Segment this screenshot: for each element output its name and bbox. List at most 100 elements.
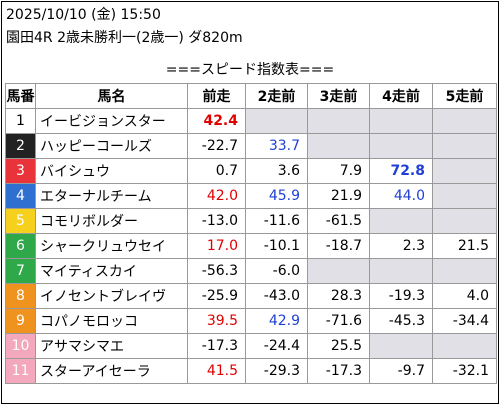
empty-index-cell — [245, 108, 308, 134]
table-row: 7 マイティスカイ -56.3 -6.0 — [5, 258, 497, 284]
speed-index-cell: -17.3 — [307, 358, 370, 384]
horse-name-cell: アサマシマエ — [35, 333, 188, 359]
empty-index-cell — [432, 108, 497, 134]
horse-name-cell: イービジョンスター — [35, 108, 188, 134]
speed-index-cell: 28.3 — [307, 283, 370, 309]
speed-index-cell: 2.3 — [369, 233, 433, 259]
speed-index-cell: -6.0 — [245, 258, 308, 284]
speed-index-cell: 33.7 — [245, 133, 308, 159]
speed-index-cell: 4.0 — [432, 283, 497, 309]
table-row: 1 イービジョンスター 42.4 — [5, 108, 497, 134]
speed-index-cell: -43.0 — [245, 283, 308, 309]
speed-index-cell: -10.1 — [245, 233, 308, 259]
horse-number-cell: 9 — [5, 308, 36, 334]
horse-number-cell: 6 — [5, 233, 36, 259]
speed-index-cell: -71.6 — [307, 308, 370, 334]
empty-index-cell — [369, 108, 433, 134]
race-title: 園田4R 2歳未勝利一(2歳一) ダ820m — [6, 30, 243, 46]
table-row: 3 バイシュウ 0.7 3.6 7.9 72.8 — [5, 158, 497, 184]
horse-number-cell: 2 — [5, 133, 36, 159]
speed-index-cell: 42.0 — [187, 183, 246, 209]
speed-index-cell: -25.9 — [187, 283, 246, 309]
empty-index-cell — [307, 133, 370, 159]
horse-number-cell: 5 — [5, 208, 36, 234]
horse-name-cell: バイシュウ — [35, 158, 188, 184]
speed-index-cell: -29.3 — [245, 358, 308, 384]
horse-name-cell: マイティスカイ — [35, 258, 188, 284]
race-datetime: 2025/10/10 (金) 15:50 — [6, 7, 161, 23]
horse-name-cell: コモリボルダー — [35, 208, 188, 234]
horse-number-cell: 11 — [5, 358, 36, 384]
horse-name-cell: シャークリュウセイ — [35, 233, 188, 259]
speed-index-cell: 41.5 — [187, 358, 246, 384]
speed-index-table: 馬番 馬名 前走 2走前 3走前 4走前 5走前 1 イービジョンスター 42.4 2… — [5, 83, 497, 384]
speed-index-cell: -45.3 — [369, 308, 433, 334]
speed-index-cell: 21.9 — [307, 183, 370, 209]
speed-index-cell: 25.5 — [307, 333, 370, 359]
horse-number-cell: 10 — [5, 333, 36, 359]
col-header-horse-name: 馬名 — [35, 83, 188, 109]
empty-index-cell — [432, 258, 497, 284]
table-row: 10 アサマシマエ -17.3 -24.4 25.5 — [5, 333, 497, 359]
speed-index-cell: 44.0 — [369, 183, 433, 209]
empty-index-cell — [432, 183, 497, 209]
speed-index-cell: 17.0 — [187, 233, 246, 259]
col-header-5-races-ago: 5走前 — [432, 83, 497, 109]
col-header-2-races-ago: 2走前 — [245, 83, 308, 109]
horse-number-cell: 1 — [5, 108, 36, 134]
horse-number-cell: 4 — [5, 183, 36, 209]
empty-index-cell — [432, 133, 497, 159]
empty-index-cell — [432, 333, 497, 359]
horse-name-cell: ハッピーコールズ — [35, 133, 188, 159]
speed-index-cell: -13.0 — [187, 208, 246, 234]
table-row: 5 コモリボルダー -13.0 -11.6 -61.5 — [5, 208, 497, 234]
speed-index-cell: -34.4 — [432, 308, 497, 334]
empty-index-cell — [307, 258, 370, 284]
empty-index-cell — [369, 333, 433, 359]
horse-name-cell: エターナルチーム — [35, 183, 188, 209]
table-row: 11 スターアイセーラ 41.5 -29.3 -17.3 -9.7 -32.1 — [5, 358, 497, 384]
speed-index-cell: 0.7 — [187, 158, 246, 184]
speed-index-cell: -19.3 — [369, 283, 433, 309]
speed-index-cell: 39.5 — [187, 308, 246, 334]
empty-index-cell — [369, 258, 433, 284]
table-row: 6 シャークリュウセイ 17.0 -10.1 -18.7 2.3 21.5 — [5, 233, 497, 259]
empty-index-cell — [307, 108, 370, 134]
horse-number-cell: 8 — [5, 283, 36, 309]
table-row: 9 コパノモロッコ 39.5 42.9 -71.6 -45.3 -34.4 — [5, 308, 497, 334]
horse-name-cell: コパノモロッコ — [35, 308, 188, 334]
empty-index-cell — [432, 158, 497, 184]
speed-index-cell: 21.5 — [432, 233, 497, 259]
speed-index-cell: -56.3 — [187, 258, 246, 284]
speed-index-cell: -32.1 — [432, 358, 497, 384]
col-header-gate-no: 馬番 — [5, 83, 36, 109]
table-row: 4 エターナルチーム 42.0 45.9 21.9 44.0 — [5, 183, 497, 209]
horse-number-cell: 7 — [5, 258, 36, 284]
speed-index-cell: -11.6 — [245, 208, 308, 234]
table-subtitle: ===スピード指数表=== — [165, 62, 335, 78]
speed-index-cell: -9.7 — [369, 358, 433, 384]
speed-index-cell: -22.7 — [187, 133, 246, 159]
empty-index-cell — [369, 133, 433, 159]
horse-number-cell: 3 — [5, 158, 36, 184]
col-header-3-races-ago: 3走前 — [307, 83, 370, 109]
speed-index-cell: -24.4 — [245, 333, 308, 359]
speed-index-cell: 3.6 — [245, 158, 308, 184]
horse-name-cell: イノセントブレイヴ — [35, 283, 188, 309]
speed-index-cell: 72.8 — [369, 158, 433, 184]
table-row: 2 ハッピーコールズ -22.7 33.7 — [5, 133, 497, 159]
speed-index-cell: 7.9 — [307, 158, 370, 184]
speed-index-cell: -18.7 — [307, 233, 370, 259]
speed-index-cell: 42.4 — [187, 108, 246, 134]
speed-index-cell: -17.3 — [187, 333, 246, 359]
horse-name-cell: スターアイセーラ — [35, 358, 188, 384]
speed-index-cell: -61.5 — [307, 208, 370, 234]
table-header-row: 馬番 馬名 前走 2走前 3走前 4走前 5走前 — [5, 83, 497, 109]
empty-index-cell — [432, 208, 497, 234]
speed-index-cell: 45.9 — [245, 183, 308, 209]
col-header-last-race: 前走 — [187, 83, 246, 109]
empty-index-cell — [369, 208, 433, 234]
table-row: 8 イノセントブレイヴ -25.9 -43.0 28.3 -19.3 4.0 — [5, 283, 497, 309]
speed-index-cell: 42.9 — [245, 308, 308, 334]
